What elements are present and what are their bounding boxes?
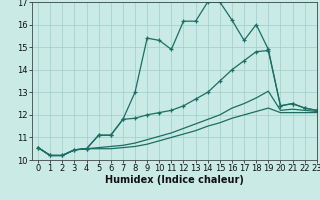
X-axis label: Humidex (Indice chaleur): Humidex (Indice chaleur) xyxy=(105,175,244,185)
